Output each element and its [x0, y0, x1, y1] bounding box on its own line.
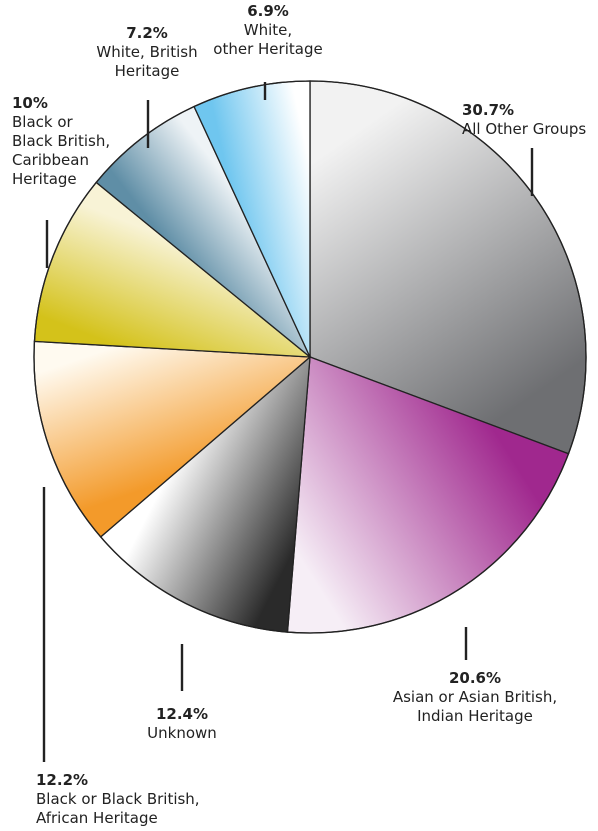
pie-outline — [33, 80, 587, 634]
slice-name-label: Black or Black British, Caribbean Herita… — [12, 113, 111, 188]
pie-slices — [33, 80, 587, 634]
slice-name-label: White, British Heritage — [96, 43, 198, 80]
slice-name-label: All Other Groups — [462, 120, 587, 138]
slice-label-asian-indian: 20.6% Asian or Asian British, Indian Her… — [383, 669, 567, 726]
slice-value-label: 7.2% — [126, 24, 168, 42]
slice-name-label: Black or Black British, African Heritage — [36, 790, 200, 827]
slice-value-label: 20.6% — [448, 669, 502, 687]
slice-name-label: Unknown — [147, 724, 217, 742]
slice-value-label: 10% — [12, 94, 48, 112]
slice-name-label: White, other Heritage — [213, 21, 323, 58]
slice-label-all-other-groups: 30.7% All Other Groups — [462, 101, 586, 139]
slice-label-black-african: 12.2% Black or Black British, African He… — [36, 771, 200, 828]
slice-value-label: 6.9% — [247, 2, 289, 20]
leader-lines — [42, 82, 534, 762]
slice-label-black-caribbean: 10% Black or Black British, Caribbean He… — [12, 94, 110, 189]
slice-value-label: 12.4% — [155, 705, 209, 723]
slice-name-label: Asian or Asian British, Indian Heritage — [392, 688, 558, 725]
slice-label-white-british: 7.2% White, British Heritage — [96, 24, 197, 81]
slice-value-label: 12.2% — [36, 771, 89, 789]
slice-label-unknown: 12.4% Unknown — [147, 705, 217, 743]
slice-value-label: 30.7% — [462, 101, 515, 119]
slice-label-white-other: 6.9% White, other Heritage — [213, 2, 322, 59]
